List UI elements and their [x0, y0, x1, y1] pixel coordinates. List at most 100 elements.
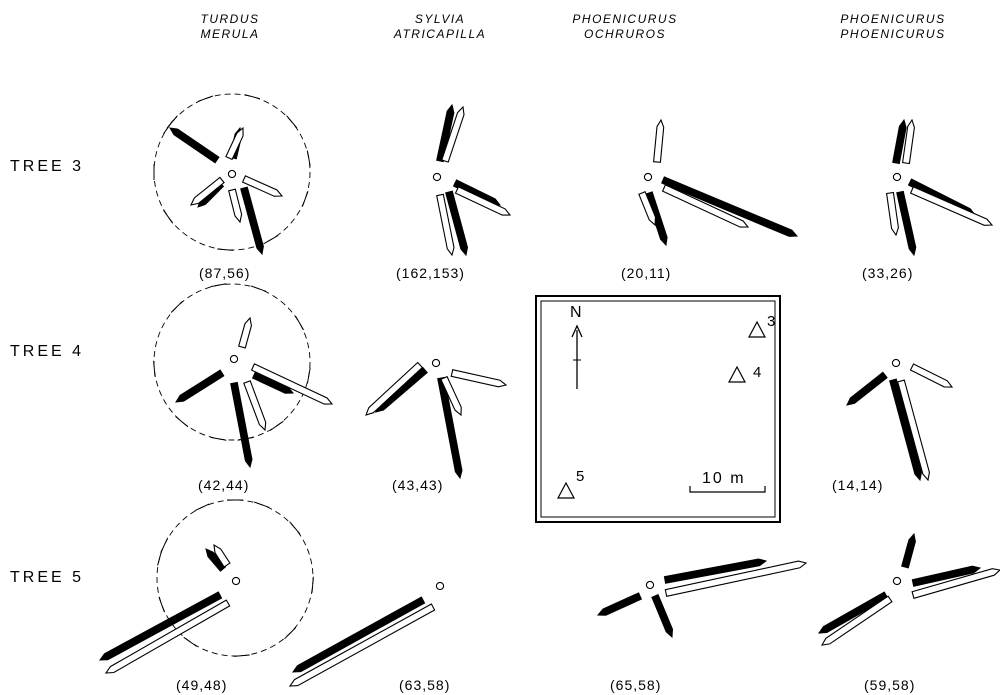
open-ray [441, 105, 465, 163]
tree-center-marker [891, 358, 901, 368]
circle-tick [157, 549, 163, 566]
open-ray [652, 118, 665, 163]
filled-ray [175, 369, 225, 403]
circle-tick [170, 300, 183, 313]
species-name-line2: MERULA [200, 27, 260, 41]
open-ray [250, 363, 334, 405]
map-frame-outer [535, 295, 781, 523]
tree-center-marker [435, 581, 445, 591]
count-turdus-tree-4: (42,44) [198, 477, 250, 493]
map-north-label: N [570, 304, 582, 321]
open-ray [288, 603, 436, 687]
map-tree-5-triangle [557, 481, 575, 499]
filled-ray [889, 378, 923, 482]
species-header-phoenicurus-ochruros: PHOENICURUS OCHRUROS [540, 12, 710, 42]
open-ray [365, 361, 424, 416]
row-label-tree-5: TREE 5 [10, 569, 85, 586]
open-ray [440, 375, 462, 417]
species-name-line1: SYLVIA [414, 12, 466, 26]
circle-tick [197, 95, 214, 102]
filled-ray [596, 592, 643, 616]
tree-center-marker [643, 172, 653, 182]
circle-tick [289, 521, 301, 535]
filled-ray [661, 176, 799, 237]
circle-tick [163, 120, 174, 135]
map-tree-label-5: 5 [576, 468, 585, 485]
filled-ray [901, 532, 916, 569]
filled-ray [375, 366, 428, 413]
circle-tick [194, 503, 210, 512]
tree-center-marker [892, 172, 902, 182]
filled-ray [437, 376, 463, 480]
count-turdus-tree-5: (49,48) [176, 677, 228, 693]
circle-tick [306, 367, 311, 384]
open-ray [225, 126, 244, 161]
filled-ray [846, 371, 888, 406]
filled-ray [169, 127, 220, 164]
species-name-line1: PHOENICURUS [840, 12, 946, 26]
filled-ray [911, 565, 982, 587]
species-name-line2: ATRICAPILLA [393, 27, 487, 41]
tree-center-marker [432, 172, 442, 182]
filled-ray [892, 118, 907, 165]
filled-ray [205, 548, 227, 572]
open-ray [661, 184, 750, 228]
open-ray [241, 175, 284, 197]
row-label-tree-4: TREE 4 [10, 343, 85, 360]
open-ray [638, 190, 657, 227]
filled-ray [240, 186, 264, 256]
open-ray [454, 186, 512, 216]
tree-center-marker [229, 354, 239, 364]
circle-tick [163, 209, 174, 224]
species-header-sylvia-atricapilla: SYLVIA ATRICAPILLA [355, 12, 525, 42]
count-phoenicurus-tree-5: (59,58) [864, 677, 916, 693]
circle-tick [302, 190, 309, 207]
circle-tick [286, 115, 298, 129]
open-ray [238, 316, 252, 349]
circle-tick [295, 315, 304, 331]
circle-tick [253, 501, 270, 508]
open-ray [243, 380, 267, 432]
count-ochruros-tree-3: (20,11) [621, 265, 672, 281]
map-tree-4-triangle [728, 365, 746, 383]
count-sylvia-tree-4: (43,43) [392, 477, 444, 493]
tree-center-marker [227, 169, 237, 179]
tree-center-marker [645, 580, 655, 590]
circle-tick [175, 416, 189, 428]
tree-center-marker [231, 576, 241, 586]
north-arrow-head [571, 324, 583, 338]
map-scale-bar [689, 486, 766, 493]
open-ray [909, 186, 994, 226]
circle-tick [269, 420, 284, 431]
tree-center-marker [892, 576, 902, 586]
circle-tick [244, 94, 261, 100]
filled-ray [251, 371, 295, 394]
filled-ray [663, 558, 768, 584]
count-phoenicurus-tree-4: (14,14) [832, 477, 884, 493]
tree-center-marker [431, 358, 441, 368]
species-header-phoenicurus-phoenicurus: PHOENICURUS PHOENICURUS [808, 12, 978, 42]
open-ray [897, 379, 930, 482]
open-ray [213, 543, 231, 568]
open-ray [104, 599, 231, 674]
open-ray [820, 595, 893, 646]
map-tree-3-triangle [748, 320, 766, 338]
count-ochruros-tree-5: (65,58) [610, 677, 662, 693]
filled-ray [99, 591, 223, 661]
circle-tick [306, 150, 311, 167]
circle-tick [153, 360, 156, 377]
open-ray [190, 176, 225, 206]
circle-tick [158, 596, 165, 613]
open-ray [664, 560, 808, 597]
circle-tick [284, 627, 297, 640]
species-name-line2: OCHRUROS [583, 27, 666, 41]
filled-ray [445, 190, 469, 257]
filled-ray [651, 594, 674, 639]
species-name-line2: PHOENICURUS [840, 27, 946, 41]
circle-tick [210, 283, 227, 288]
circle-tick [311, 576, 314, 593]
circle-tick [233, 654, 250, 657]
open-ray [911, 568, 1000, 599]
map-frame-inner [540, 300, 776, 518]
filled-ray [292, 596, 426, 673]
